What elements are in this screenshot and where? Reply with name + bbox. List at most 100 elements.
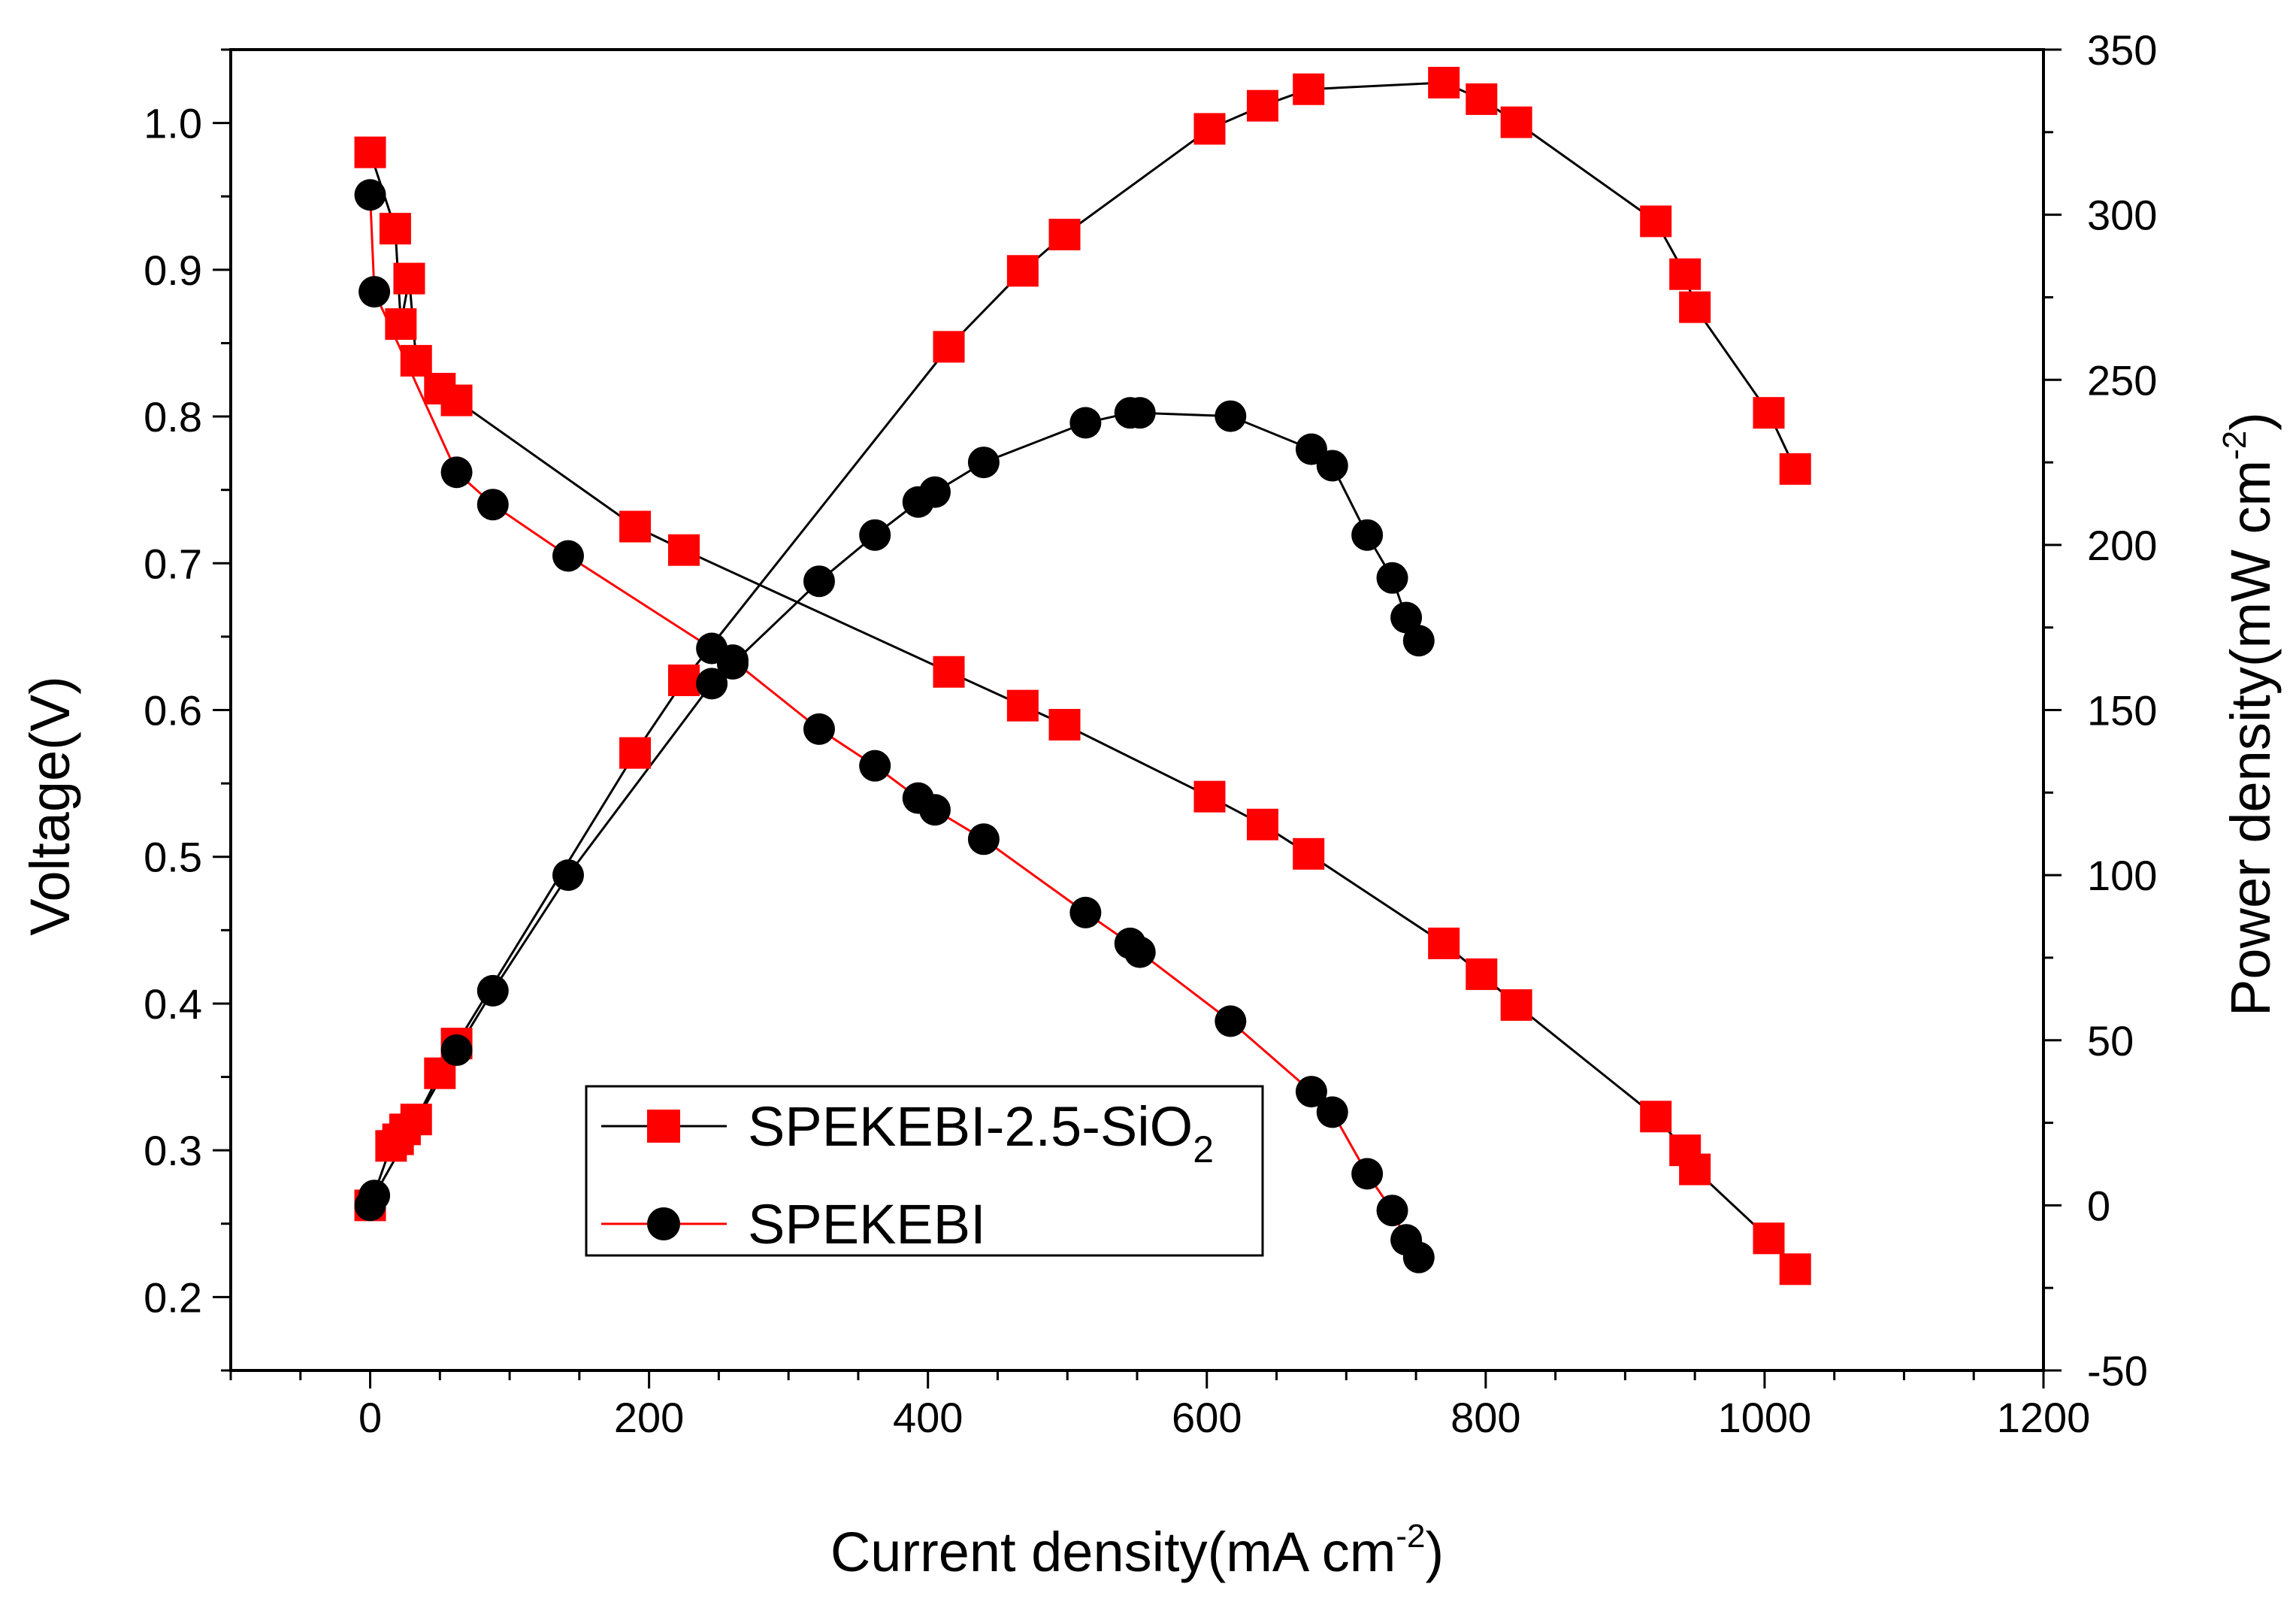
circle-marker	[1124, 936, 1156, 968]
square-marker	[1779, 453, 1811, 485]
y-tick-label: 0.9	[144, 247, 202, 294]
y2-axis-title: Power density(mW cm-2)	[2216, 412, 2282, 1016]
y2-tick-label: 350	[2087, 26, 2157, 74]
legend-label-silica: SPEKEBI-2.5-SiO2	[748, 1095, 1214, 1170]
square-marker	[1293, 837, 1325, 870]
square-marker	[619, 510, 652, 543]
square-marker	[1006, 255, 1039, 287]
y-axis-title: Voltage(V)	[19, 676, 81, 936]
square-marker	[1466, 958, 1498, 990]
circle-marker	[1215, 400, 1247, 432]
square-marker	[1246, 89, 1278, 122]
series-line-2	[369, 195, 1420, 1258]
series-line-3	[369, 411, 1420, 1206]
y-tick-label: 0.4	[144, 980, 202, 1028]
circle-marker	[440, 1034, 473, 1066]
circle-marker	[716, 648, 749, 680]
circle-marker	[1402, 1241, 1435, 1273]
square-marker	[1779, 1253, 1811, 1286]
square-marker	[668, 534, 700, 566]
circle-marker	[918, 794, 951, 826]
circle-marker	[918, 476, 951, 508]
x-tick-label: 1000	[1718, 1394, 1812, 1441]
circle-marker	[476, 489, 509, 521]
square-marker	[1048, 709, 1081, 741]
circle-marker	[476, 974, 509, 1007]
circle-marker	[1295, 1076, 1327, 1108]
y-tick-label: 0.7	[144, 540, 202, 587]
series-line-1	[369, 81, 1797, 1206]
y2-tick-label: -50	[2087, 1347, 2148, 1395]
legend-box	[585, 1085, 1264, 1257]
square-marker	[1679, 1153, 1711, 1186]
circle-marker	[803, 713, 835, 745]
circle-marker	[1124, 397, 1156, 429]
circle-marker	[1215, 1005, 1247, 1037]
square-marker	[1246, 808, 1278, 840]
x-tick-label: 200	[614, 1394, 684, 1441]
circle-marker	[1316, 450, 1348, 482]
circle-marker	[859, 750, 891, 782]
series-markers	[354, 66, 1811, 1286]
circle-marker	[967, 447, 1000, 479]
circle-marker	[1069, 407, 1102, 439]
y-tick-label: 0.6	[144, 687, 202, 734]
square-marker	[1048, 218, 1081, 250]
y-tick-label: 0.3	[144, 1127, 202, 1174]
y2-tick-label: 150	[2087, 687, 2157, 734]
square-marker	[1428, 66, 1460, 98]
y-tick-label: 0.8	[144, 393, 202, 441]
square-marker	[1500, 106, 1532, 138]
circle-marker	[440, 456, 473, 489]
square-marker	[400, 1104, 432, 1136]
square-marker	[1679, 291, 1711, 323]
circle-marker	[358, 276, 391, 308]
circle-marker	[859, 519, 891, 551]
circle-marker	[354, 179, 386, 211]
legend: SPEKEBI-2.5-SiO2 SPEKEBI	[585, 1085, 1264, 1257]
square-marker	[1640, 205, 1672, 238]
square-marker	[1193, 780, 1226, 813]
x-tick-label: 0	[358, 1394, 382, 1441]
square-marker	[393, 262, 425, 295]
y-tick-label: 1.0	[144, 100, 202, 147]
circle-marker	[1351, 1158, 1384, 1190]
circle-marker	[803, 565, 835, 598]
square-marker	[1428, 927, 1460, 959]
x-tick-label: 1200	[1997, 1394, 2091, 1441]
y2-tick-label: 0	[2087, 1182, 2110, 1229]
x-axis-title: Current density(mA cm-2)	[830, 1518, 1444, 1583]
axis-ticks: 0 200 400 600 800 1000 12000.20.30.40.50.60.70…	[144, 26, 2157, 1441]
square-marker	[440, 384, 473, 416]
square-marker	[933, 331, 965, 363]
circle-marker	[1069, 896, 1102, 928]
circle-marker	[1316, 1096, 1348, 1128]
legend-marker-silica	[647, 1110, 680, 1143]
x-tick-label: 600	[1172, 1394, 1242, 1441]
legend-label-base: SPEKEBI	[748, 1193, 986, 1255]
y-tick-label: 0.5	[144, 834, 202, 881]
circle-marker	[552, 540, 585, 572]
square-marker	[1753, 397, 1785, 429]
square-marker	[1293, 73, 1325, 105]
square-marker	[1193, 113, 1226, 145]
y-tick-label: 0.2	[144, 1273, 202, 1321]
square-marker	[1006, 689, 1039, 722]
y2-tick-label: 300	[2087, 192, 2157, 239]
legend-marker-base	[647, 1207, 680, 1240]
circle-marker	[696, 668, 728, 700]
circle-marker	[552, 859, 585, 892]
y2-tick-label: 100	[2087, 852, 2157, 899]
square-marker	[668, 664, 700, 696]
circle-marker	[1376, 1195, 1408, 1227]
circle-marker	[1402, 625, 1435, 657]
circle-marker	[1351, 519, 1384, 551]
circle-marker	[967, 823, 1000, 856]
x-tick-label: 800	[1451, 1394, 1520, 1441]
square-marker	[354, 136, 386, 168]
square-marker	[1640, 1101, 1672, 1133]
square-marker	[1500, 989, 1532, 1021]
square-marker	[1669, 258, 1702, 290]
square-marker	[1466, 83, 1498, 115]
